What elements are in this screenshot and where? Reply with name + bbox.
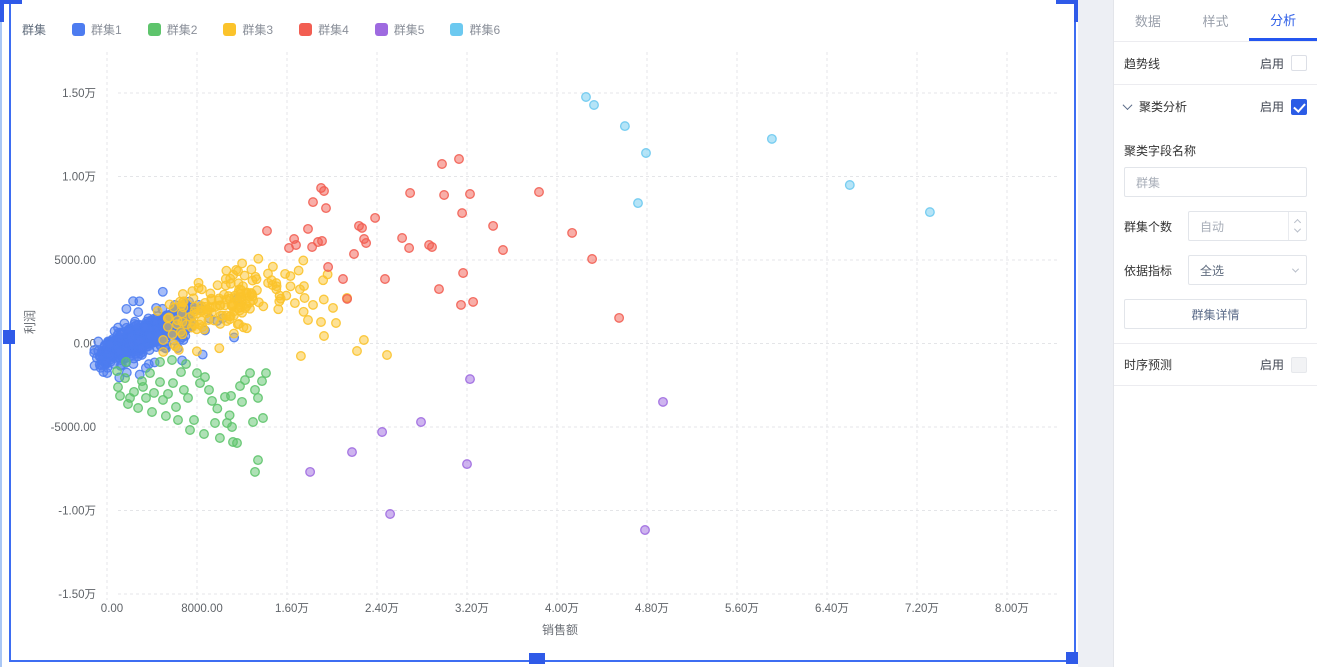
x-tick-label: 6.40万 bbox=[815, 603, 849, 615]
x-tick-label: 2.40万 bbox=[365, 603, 399, 615]
y-tick-label: -1.00万 bbox=[58, 506, 96, 518]
forecast-label: 时序预测 bbox=[1124, 358, 1173, 372]
chart-legend: 群集 群集1 群集2 群集3 群集4 群集5 群集6 bbox=[22, 21, 500, 38]
legend-item-群集4[interactable]: 群集4 bbox=[299, 21, 349, 38]
y-axis-title: 利润 bbox=[23, 310, 37, 334]
cluster-count-value: 自动 bbox=[1200, 219, 1225, 234]
collapse-chevron-icon[interactable] bbox=[1122, 100, 1133, 111]
chevron-down-icon bbox=[1291, 265, 1299, 273]
trend-line-row: 趋势线 启用 bbox=[1114, 42, 1317, 85]
x-tick-label: 4.00万 bbox=[545, 603, 579, 615]
cluster-settings-section: 聚类字段名称 群集 群集个数 自动 依据指标 全选 bbox=[1114, 128, 1317, 343]
legend-item-群集3[interactable]: 群集3 bbox=[223, 21, 273, 38]
legend-swatch-icon bbox=[299, 23, 313, 36]
scatter-plot[interactable]: 1.50万 1.00万 5000.00 0.00 -5000.00 -1.00万 -1.50… bbox=[10, 0, 1075, 661]
x-tick-label: 8.00万 bbox=[995, 603, 1029, 615]
forecast-enable-checkbox bbox=[1291, 356, 1307, 373]
x-tick-label: 1.60万 bbox=[275, 603, 309, 615]
cluster-detail-button[interactable]: 群集详情 bbox=[1124, 299, 1307, 329]
y-tick-label: -1.50万 bbox=[58, 589, 96, 601]
x-axis-title: 销售额 bbox=[542, 622, 578, 637]
legend-item-label: 群集3 bbox=[242, 23, 274, 37]
trend-enable-label: 启用 bbox=[1259, 56, 1284, 71]
metric-select[interactable]: 全选 bbox=[1188, 255, 1307, 285]
y-tick-label: 1.00万 bbox=[62, 172, 96, 184]
series-群集5 bbox=[305, 374, 668, 535]
legend-item-label: 群集6 bbox=[469, 23, 501, 37]
legend-swatch-icon bbox=[223, 23, 237, 36]
legend-swatch-icon bbox=[72, 23, 86, 36]
trend-line-label: 趋势线 bbox=[1124, 56, 1161, 71]
legend-swatch-icon bbox=[147, 23, 161, 36]
cluster-count-input[interactable]: 自动 bbox=[1188, 211, 1307, 241]
trend-enable-checkbox[interactable] bbox=[1291, 55, 1307, 71]
legend-item-label: 群集4 bbox=[318, 23, 349, 37]
legend-swatch-icon bbox=[374, 23, 388, 36]
selection-border-right bbox=[1074, 0, 1076, 661]
cluster-enable-label: 启用 bbox=[1259, 100, 1284, 114]
panel-tabs: 数据 样式 分析 bbox=[1114, 0, 1317, 42]
x-tick-label: 3.20万 bbox=[455, 603, 489, 615]
x-tick-label: 5.60万 bbox=[725, 603, 759, 615]
settings-panel: 数据 样式 分析 趋势线 启用 聚类分析 启用 聚类字段名称 群集 bbox=[1113, 0, 1317, 667]
legend-item-label: 群集1 bbox=[91, 23, 122, 37]
resize-handle-left[interactable] bbox=[3, 330, 15, 344]
legend-title: 群集 bbox=[22, 23, 47, 37]
cluster-enable-checkbox[interactable] bbox=[1291, 98, 1307, 115]
legend-item-label: 群集2 bbox=[166, 23, 198, 37]
metric-value: 全选 bbox=[1200, 263, 1225, 278]
forecast-enable-label: 启用 bbox=[1259, 358, 1284, 372]
cluster-analysis-label: 聚类分析 bbox=[1139, 100, 1188, 114]
resize-handle-bottom-right[interactable] bbox=[1066, 652, 1078, 664]
page-background-strip bbox=[1078, 0, 1113, 667]
tab-data[interactable]: 数据 bbox=[1134, 14, 1161, 29]
y-tick-label: 1.50万 bbox=[62, 88, 96, 100]
y-tick-label: -5000.00 bbox=[51, 422, 96, 434]
cluster-field-name-label: 聚类字段名称 bbox=[1124, 144, 1197, 158]
cluster-field-name-input[interactable]: 群集 bbox=[1124, 167, 1307, 197]
legend-item-label: 群集5 bbox=[393, 23, 425, 37]
series-群集2 bbox=[112, 355, 271, 477]
series-群集3 bbox=[152, 253, 392, 361]
x-tick-label: 7.20万 bbox=[905, 603, 939, 615]
y-tick-label: 5000.00 bbox=[54, 255, 96, 267]
scatter-chart-widget[interactable]: 1.50万 1.00万 5000.00 0.00 -5000.00 -1.00万 -1.50… bbox=[10, 0, 1075, 661]
resize-handle-bottom[interactable] bbox=[529, 653, 545, 664]
stepper-down-icon[interactable] bbox=[1293, 225, 1302, 233]
stepper-up-icon[interactable] bbox=[1293, 218, 1302, 226]
legend-item-群集1[interactable]: 群集1 bbox=[72, 21, 122, 38]
series-群集6 bbox=[581, 92, 935, 218]
dashboard-left-edge bbox=[0, 0, 2, 667]
legend-item-群集2[interactable]: 群集2 bbox=[147, 21, 198, 38]
legend-swatch-icon bbox=[450, 23, 464, 36]
cluster-count-label: 群集个数 bbox=[1124, 219, 1173, 234]
forecast-row: 时序预测 启用 bbox=[1114, 343, 1317, 386]
x-tick-label: 0.00 bbox=[101, 603, 123, 615]
legend-item-群集5[interactable]: 群集5 bbox=[374, 21, 425, 38]
cluster-analysis-row: 聚类分析 启用 bbox=[1114, 85, 1317, 128]
tab-analysis[interactable]: 分析 bbox=[1249, 0, 1317, 41]
x-tick-label: 8000.00 bbox=[181, 603, 223, 615]
legend-item-群集6[interactable]: 群集6 bbox=[450, 21, 500, 38]
x-tick-label: 4.80万 bbox=[635, 603, 669, 615]
cluster-count-stepper[interactable] bbox=[1288, 212, 1306, 240]
metric-label: 依据指标 bbox=[1124, 263, 1173, 278]
series-群集4 bbox=[262, 154, 625, 323]
tab-style[interactable]: 样式 bbox=[1202, 14, 1229, 29]
